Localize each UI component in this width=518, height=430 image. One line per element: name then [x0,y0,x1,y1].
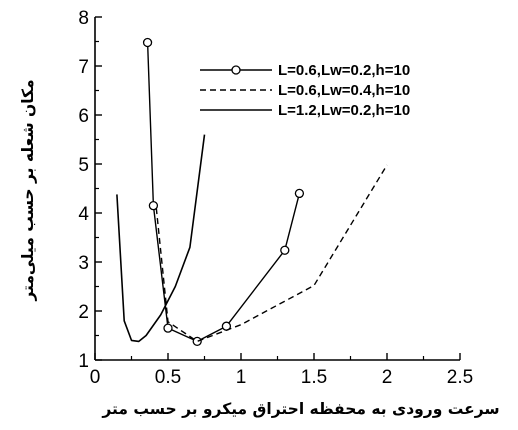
series-1-marker [294,188,305,199]
x-tick-label: 0.5 [155,367,181,388]
x-tick-label: 2 [382,367,393,388]
y-tick-label: 3 [78,253,89,274]
series-1-marker [163,323,173,333]
y-tick-label: 8 [78,8,89,29]
x-tick-label: 1.5 [301,367,327,388]
y-tick-label: 2 [78,302,89,323]
x-tick-label: 2.5 [447,367,473,388]
legend: L=0.6,Lw=0.2,h=10 L=0.6,Lw=0.4,h=10 L=1.2,… [200,62,410,119]
legend-marker-1 [231,65,241,75]
y-axis-title: مکان شعله بر حسب میلی‌متر [19,79,37,301]
x-axis-ticks: 0 0.5 1 1.5 2 2.5 [90,353,473,388]
x-axis-title: سرعت ورودی به محفظه احتراق میکرو بر حسب … [101,400,499,418]
x-tick-label: 1 [236,367,247,388]
series-1-marker [192,336,202,347]
series-line-3 [116,134,206,343]
series-1-marker [142,37,153,48]
y-axis-ticks: 1 2 3 4 5 6 7 8 [78,8,102,372]
y-tick-label: 4 [78,204,89,225]
y-tick-label: 6 [78,106,89,127]
legend-label-3: L=1.2,Lw=0.2,h=10 [278,102,410,119]
y-tick-label: 1 [78,351,89,372]
x-tick-label: 0 [90,367,101,388]
series-layer [116,37,388,347]
series-line-2 [155,164,388,343]
series-1-marker [148,200,159,211]
legend-label-2: L=0.6,Lw=0.4,h=10 [278,82,410,99]
legend-label-1: L=0.6,Lw=0.2,h=10 [278,62,410,79]
y-tick-label: 5 [78,155,89,176]
series-1-marker [280,245,290,255]
y-tick-label: 7 [78,57,89,78]
